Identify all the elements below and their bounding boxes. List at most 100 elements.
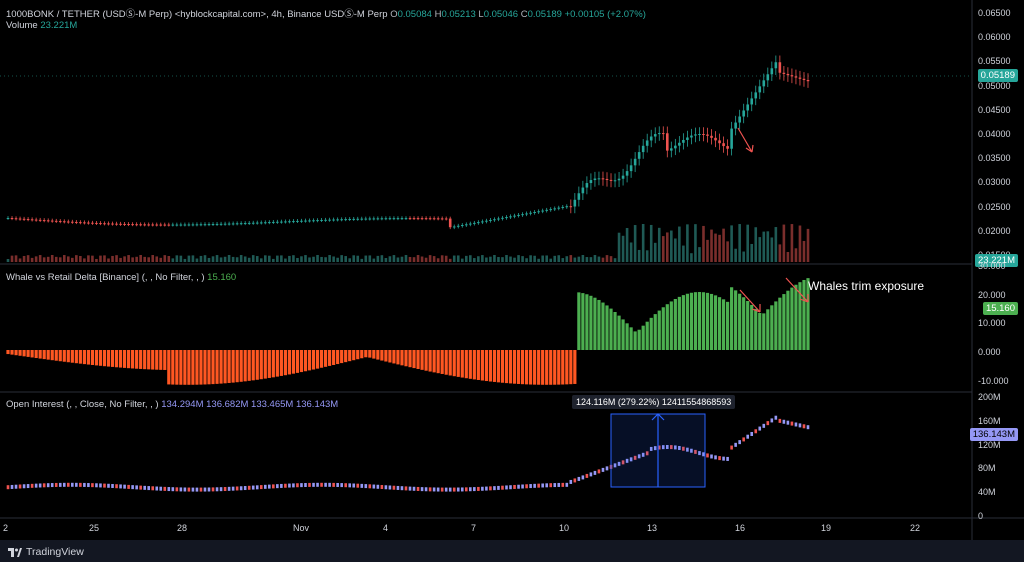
delta-bar: [754, 308, 758, 350]
oi-candle: [83, 482, 86, 487]
volume-bar: [175, 255, 179, 262]
oi-candle: [549, 483, 553, 488]
oi-candle: [585, 473, 589, 478]
candle-body: [404, 218, 408, 220]
delta-bar: [653, 314, 657, 350]
volume-bar: [135, 256, 138, 262]
volume-bar: [432, 256, 436, 262]
oi-candle: [734, 442, 737, 447]
candle-body: [485, 220, 488, 222]
delta-bar: [621, 319, 625, 350]
oi-candle: [6, 485, 10, 490]
oi-candle: [738, 440, 741, 445]
oi-candle: [247, 485, 251, 490]
candle-body: [782, 72, 786, 74]
chart-canvas[interactable]: [0, 0, 1024, 540]
candle-body: [521, 214, 524, 216]
oi-candle: [175, 487, 179, 492]
volume-bar: [730, 225, 733, 262]
volume-bar: [107, 258, 110, 262]
oi-candle: [119, 484, 122, 489]
candle-body: [774, 62, 778, 69]
volume-bar: [151, 255, 155, 262]
oi-candle: [384, 485, 388, 490]
oi-candle: [304, 483, 307, 488]
candle-body: [549, 209, 553, 211]
candle-body: [163, 224, 167, 226]
oi-candle: [678, 445, 681, 450]
oi-candle: [573, 478, 577, 483]
delta-last-tag: 15.160: [982, 302, 1018, 315]
volume-bar: [597, 256, 601, 262]
oi-candle: [786, 420, 790, 425]
candle-body: [392, 218, 396, 220]
delta-bar: [661, 307, 665, 350]
delta-bar: [709, 293, 714, 350]
volume-bar: [678, 226, 681, 262]
oi-candle: [79, 482, 82, 487]
candle-body: [107, 223, 110, 225]
candle-body: [263, 222, 267, 224]
candle-body: [26, 219, 30, 221]
delta-bar: [291, 350, 296, 374]
candle-body: [460, 225, 464, 227]
candle-body: [790, 75, 794, 77]
candle-body: [794, 76, 798, 78]
oi-candle: [698, 451, 701, 456]
delta-bar: [545, 350, 549, 385]
volume-bar: [340, 255, 343, 262]
volume-bar: [464, 255, 468, 262]
oi-candle: [195, 487, 199, 492]
candle-body: [754, 92, 758, 99]
oi-candle: [115, 484, 118, 489]
volume-bar: [364, 255, 368, 262]
close-value: 0.05189: [527, 9, 562, 20]
high-value: 0.05213: [441, 9, 476, 20]
volume-bar: [280, 255, 283, 262]
delta-bar: [207, 350, 211, 385]
candle-body: [464, 224, 468, 226]
delta-bar: [725, 301, 730, 350]
volume-label: Volume: [6, 20, 38, 31]
time-tick-label: Nov: [293, 523, 310, 533]
oi-candle: [674, 445, 677, 450]
tradingview-brand[interactable]: TradingView: [8, 546, 84, 558]
delta-bar: [151, 350, 155, 370]
delta-bar: [135, 350, 139, 369]
price-tick-label: 0.02500: [978, 201, 1011, 212]
candle-body: [481, 221, 484, 223]
delta-bar: [131, 350, 135, 369]
volume-bar: [577, 256, 581, 262]
time-tick-label: 28: [177, 523, 188, 533]
volume-bar: [215, 255, 219, 262]
delta-bar: [645, 321, 649, 350]
oi-candle: [71, 482, 74, 487]
delta-bar: [637, 329, 641, 350]
delta-bar: [480, 350, 484, 381]
oi-candle: [18, 484, 22, 489]
candle-body: [259, 222, 263, 224]
volume-bar: [183, 258, 187, 262]
oi-candle: [557, 482, 561, 487]
delta-bar: [340, 350, 344, 364]
oi-candle: [288, 483, 291, 488]
volume-bar: [62, 255, 66, 262]
delta-bar: [82, 350, 86, 365]
candle-body: [372, 218, 376, 220]
delta-bar: [730, 287, 734, 350]
oi-candle: [143, 485, 146, 490]
symbol-legend: 1000BONK / TETHER (USDⓈ-M Perp) <hyblock…: [6, 6, 646, 20]
volume-bar: [424, 257, 428, 262]
candle-body: [621, 175, 625, 179]
candle-body: [738, 116, 741, 123]
volume-bar: [489, 256, 492, 262]
candle-body: [657, 133, 661, 135]
candle-body: [581, 187, 585, 194]
price-tick-label: 0.05500: [978, 56, 1011, 67]
oi-candle: [159, 486, 163, 491]
volume-bar: [404, 255, 408, 262]
candle-body: [501, 217, 504, 219]
symbol-title: 1000BONK / TETHER (USDⓈ-M Perp) <hyblock…: [6, 9, 388, 20]
volume-bar: [42, 257, 46, 262]
volume-bar: [521, 256, 524, 262]
